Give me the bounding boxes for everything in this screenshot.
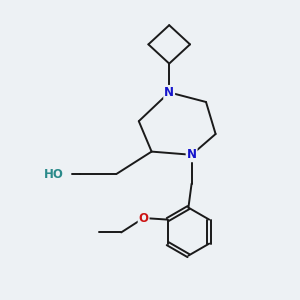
Text: N: N (164, 86, 174, 99)
Text: N: N (187, 148, 196, 161)
Text: O: O (139, 212, 148, 224)
Text: HO: HO (44, 167, 64, 181)
